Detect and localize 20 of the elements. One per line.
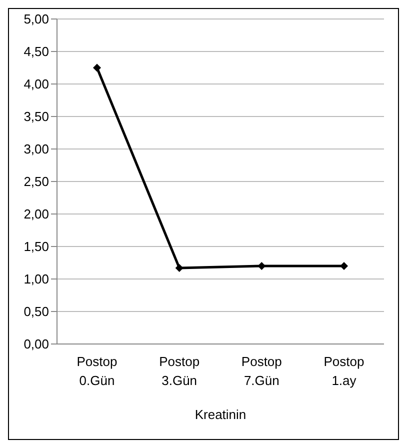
- point: [258, 262, 266, 270]
- y-tick-label: 0,00: [24, 336, 49, 352]
- y-tick-label: 3,00: [24, 142, 49, 157]
- x-tick-label: Postop 1.ay: [324, 354, 364, 388]
- y-tick-label: 0,50: [24, 304, 49, 320]
- point: [175, 264, 184, 272]
- y-tick-label: 5,00: [24, 12, 49, 27]
- x-tick-label: Postop 0.Gün: [76, 354, 118, 388]
- x-axis-title: Kreatinin: [194, 407, 246, 422]
- y-tick-label: 1,00: [24, 272, 49, 287]
- y-tick-label: 4,00: [24, 76, 49, 92]
- y-tick-label: 2,50: [24, 174, 49, 190]
- x-tick-label: Postop 3.Gün: [159, 354, 200, 388]
- y-tick-label: 2,00: [24, 206, 49, 222]
- x-tick-label: Postop 7.Gün: [241, 354, 282, 388]
- point: [340, 262, 348, 270]
- point: [93, 64, 101, 72]
- y-tick-label: 1,50: [24, 239, 49, 254]
- y-tick-label: 3,50: [24, 109, 49, 124]
- y-tick-label: 4,50: [24, 44, 49, 60]
